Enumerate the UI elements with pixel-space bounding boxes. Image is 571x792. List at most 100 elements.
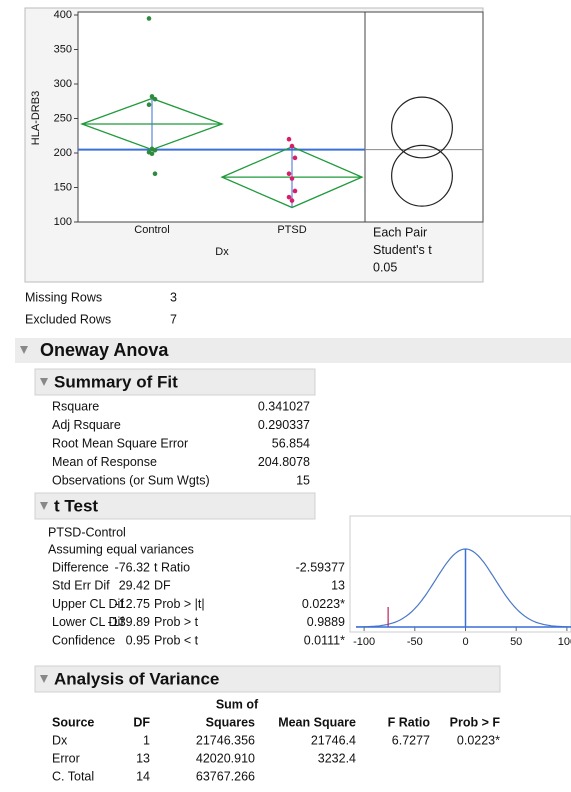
label: 0.0111* <box>304 633 345 647</box>
y-tick-label: 250 <box>54 112 72 124</box>
compare-label: Each Pair <box>373 225 427 239</box>
section-title: Summary of Fit <box>54 372 178 391</box>
comparison-circle <box>391 96 453 159</box>
label: 0.0223* <box>302 597 345 611</box>
cell: 21746.356 <box>196 733 255 747</box>
ttest-header <box>34 492 316 520</box>
label: Missing Rows <box>25 290 102 304</box>
comparison-circle <box>391 144 453 207</box>
column-header: Squares <box>206 715 255 729</box>
row-value: 204.8078 <box>258 455 310 469</box>
row-label: Root Mean Square Error <box>52 436 188 450</box>
column-header: DF <box>133 715 150 729</box>
disclosure-icon[interactable] <box>40 378 48 386</box>
cell: 63767.266 <box>196 769 255 783</box>
label: Upper CL Dif <box>52 597 124 611</box>
row-value: 15 <box>296 473 310 487</box>
y-tick-label: 300 <box>54 78 72 90</box>
data-point <box>146 16 152 21</box>
x-tick-label: PTSD <box>277 224 306 236</box>
label: 13 <box>331 579 345 593</box>
compare-label: Student's t <box>373 243 432 257</box>
data-point <box>289 176 295 181</box>
label: 29.42 <box>119 579 150 593</box>
label: Assuming equal variances <box>48 542 194 556</box>
label: DF <box>154 579 171 593</box>
row-value: 0.290337 <box>258 418 310 432</box>
row-value: 56.854 <box>272 436 310 450</box>
data-point <box>286 194 292 200</box>
column-header: Prob > F <box>450 715 501 729</box>
column-header: Source <box>52 715 94 729</box>
compare-label: 0.05 <box>373 260 397 274</box>
label: 0.9889 <box>307 615 345 629</box>
data-point <box>286 171 292 176</box>
oneway-header <box>15 338 571 363</box>
y-tick-label: 150 <box>54 181 72 193</box>
label: Prob > |t| <box>154 597 205 611</box>
label: 7 <box>170 312 177 326</box>
y-tick-label: 400 <box>54 9 72 21</box>
cell: 3232.4 <box>318 751 356 765</box>
cell: 13 <box>136 751 150 765</box>
data-point <box>292 155 298 161</box>
label: t Ratio <box>154 560 190 574</box>
cell: 0.0223* <box>457 733 500 747</box>
label: -139.89 <box>108 615 150 629</box>
data-point <box>152 96 158 102</box>
label: Lower CL Dif <box>52 615 124 629</box>
label: Prob > t <box>154 615 199 629</box>
summary-header <box>34 368 316 396</box>
label: -2.59377 <box>296 560 345 574</box>
column-header: F Ratio <box>388 715 431 729</box>
label: Prob < t <box>154 633 199 647</box>
x-tick-label: 100 <box>558 636 571 648</box>
data-point <box>292 188 298 194</box>
t-plot-frame <box>349 515 571 633</box>
x-axis-label: Dx <box>215 246 229 258</box>
row-label: Rsquare <box>52 399 99 413</box>
section-title: Oneway Anova <box>40 340 169 360</box>
section-title: t Test <box>54 496 98 515</box>
data-point <box>286 136 292 142</box>
column-header: Sum of <box>216 697 259 711</box>
data-point <box>146 102 152 107</box>
data-point <box>152 147 158 153</box>
y-tick-label: 100 <box>54 216 72 228</box>
label: Std Err Dif <box>52 579 110 593</box>
anova-header <box>34 665 501 693</box>
column-header: Mean Square <box>278 715 356 729</box>
y-tick-label: 350 <box>54 43 72 55</box>
x-tick-label: 0 <box>462 636 468 648</box>
disclosure-icon[interactable] <box>20 346 28 354</box>
x-tick-label: -50 <box>407 636 423 648</box>
label: 0.95 <box>126 633 150 647</box>
cell: 1 <box>143 733 150 747</box>
row-value: 0.341027 <box>258 399 310 413</box>
cell: 14 <box>136 769 150 783</box>
data-point <box>289 198 295 203</box>
label: -76.32 <box>115 560 150 574</box>
section-title: Analysis of Variance <box>54 669 219 688</box>
row-label: Observations (or Sum Wgts) <box>52 473 210 487</box>
x-tick-label: -100 <box>353 636 375 648</box>
compare-area <box>364 11 484 223</box>
label: Difference <box>52 560 109 574</box>
label: 3 <box>170 290 177 304</box>
data-point <box>289 143 295 149</box>
cell: 42020.910 <box>196 751 255 765</box>
cell: Dx <box>52 733 68 747</box>
x-tick-label: Control <box>134 224 169 236</box>
disclosure-icon[interactable] <box>40 675 48 683</box>
data-point <box>149 151 155 156</box>
disclosure-icon[interactable] <box>40 502 48 510</box>
label: -12.75 <box>115 597 150 611</box>
label: PTSD-Control <box>48 525 126 539</box>
data-point <box>149 94 155 99</box>
x-tick-label: 50 <box>510 636 522 648</box>
label: Confidence <box>52 633 115 647</box>
cell: C. Total <box>52 769 94 783</box>
row-label: Mean of Response <box>52 455 157 469</box>
cell: 6.7277 <box>392 733 430 747</box>
